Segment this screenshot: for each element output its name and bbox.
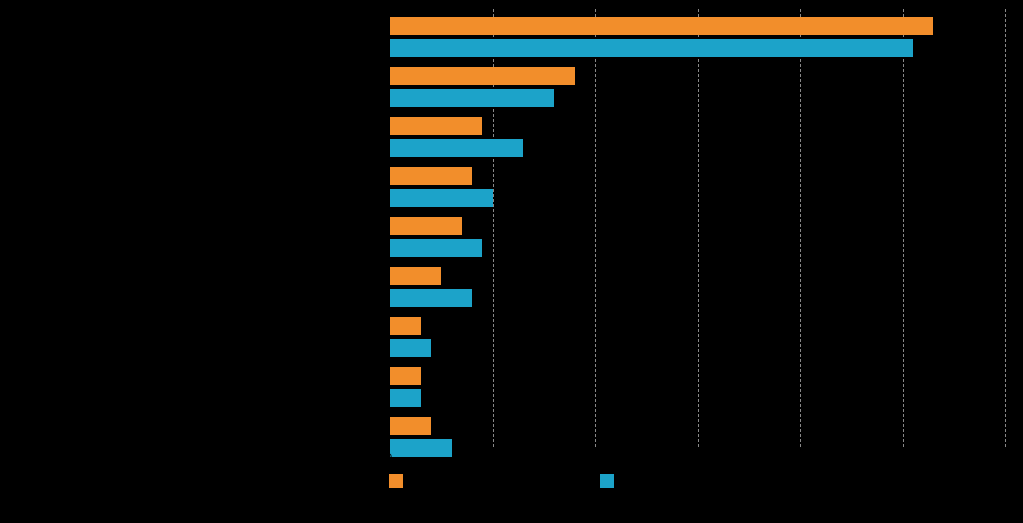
bar-series-b [390, 339, 431, 357]
x-tick-label: 30 [690, 452, 702, 464]
bar-series-a [390, 417, 431, 435]
category-label: Category 3 [320, 129, 379, 143]
bar-series-b [390, 189, 493, 207]
legend-swatch-b [600, 474, 614, 488]
legend: Series A Series B [389, 474, 667, 488]
bar-series-a [390, 367, 421, 385]
legend-item-series-a: Series A [389, 474, 456, 488]
legend-label-a: Series A [411, 474, 456, 488]
legend-label-b: Series B [622, 474, 667, 488]
x-tick-label: 50 [895, 452, 907, 464]
category-label: Category 6 [320, 279, 379, 293]
x-tick-label: 60 [998, 452, 1010, 464]
bar-series-b [390, 239, 482, 257]
category-label: Category 9 [320, 429, 379, 443]
bar-series-b [390, 389, 421, 407]
x-tick-label: 20 [588, 452, 600, 464]
legend-swatch-a [389, 474, 403, 488]
gridline [698, 9, 699, 447]
bar-series-b [390, 39, 913, 57]
category-label: Category 4 [320, 179, 379, 193]
bar-series-a [390, 317, 421, 335]
bar-series-a [390, 117, 482, 135]
bar-series-b [390, 139, 523, 157]
plot-area [389, 8, 1004, 448]
gridline [1005, 9, 1006, 447]
x-tick-label: 10 [485, 452, 497, 464]
bar-series-a [390, 217, 462, 235]
gridline [800, 9, 801, 447]
x-axis-labels: 0102030405060 [389, 452, 1004, 468]
category-label: Category 2 [320, 79, 379, 93]
category-label: Category 7 [320, 329, 379, 343]
gridline [903, 9, 904, 447]
category-label: Category 5 [320, 229, 379, 243]
bar-series-b [390, 289, 472, 307]
x-tick-label: 40 [793, 452, 805, 464]
y-axis-labels: Category 1 Category 2 Category 3 Category 4… [0, 8, 379, 448]
bar-series-a [390, 67, 575, 85]
legend-item-series-b: Series B [600, 474, 667, 488]
category-label: Category 8 [320, 379, 379, 393]
bar-series-a [390, 267, 441, 285]
gridline [595, 9, 596, 447]
bar-series-a [390, 167, 472, 185]
category-label: Category 1 [320, 29, 379, 43]
bar-series-a [390, 17, 933, 35]
x-tick-label: 0 [386, 452, 392, 464]
bar-series-b [390, 89, 554, 107]
